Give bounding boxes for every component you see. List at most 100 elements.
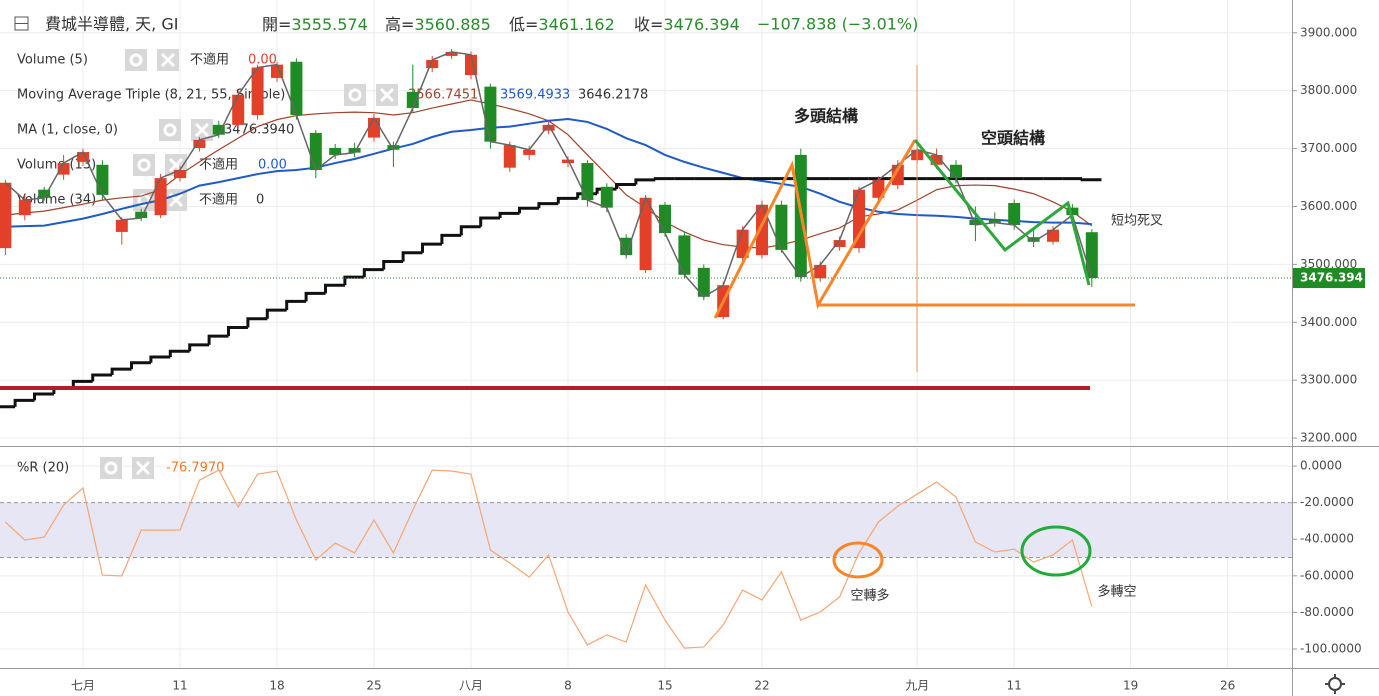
candle-body: [232, 94, 245, 125]
ma-step: [168, 349, 190, 357]
candle-body: [503, 145, 516, 168]
candle-body: [0, 182, 12, 249]
legend-value: 3566.7451: [408, 88, 478, 103]
label: 收=: [634, 15, 663, 34]
value: 3461.162: [538, 15, 614, 34]
legend-name[interactable]: Moving Average Triple (8, 21, 55, Simple…: [17, 88, 285, 103]
candle-body: [678, 235, 691, 275]
annotation[interactable]: 多頭結構: [794, 107, 858, 126]
legend-name[interactable]: MA (1, close, 0): [17, 123, 118, 138]
settings-button[interactable]: [133, 154, 155, 176]
x-tick-label: 七月: [71, 679, 95, 693]
candle-body: [445, 51, 458, 56]
ma-step: [33, 392, 54, 401]
symbol-title[interactable]: 費城半導體, 天, GI: [45, 15, 178, 34]
annotation[interactable]: 短均死叉: [1111, 214, 1163, 229]
candle-body: [271, 64, 283, 78]
gear-icon: [163, 123, 177, 137]
candle-body: [406, 91, 419, 109]
legend-value: 0: [256, 193, 264, 208]
settings-button[interactable]: [159, 119, 181, 141]
gear-icon: [104, 461, 118, 475]
legend-buttons: [344, 84, 398, 106]
settings-button[interactable]: [344, 84, 366, 106]
label: 開=: [262, 15, 291, 34]
candle-body: [523, 149, 536, 155]
ohlc-close: 收=3476.394: [634, 15, 740, 34]
settings-button[interactable]: [125, 49, 147, 71]
candle-body: [639, 197, 652, 271]
y-tick-label: 3200.000: [1300, 431, 1357, 445]
ma-step: [518, 206, 539, 214]
legend-value: -76.7970: [166, 461, 224, 476]
axis-layer: 3200.000 3300.000 3400.000 3500.000 3600.000…: [71, 25, 1365, 693]
candle-body: [1027, 237, 1040, 242]
legend-name[interactable]: Volume (13): [17, 158, 96, 173]
settings-icon[interactable]: [1328, 677, 1342, 691]
y-tick-label: 0.0000: [1300, 459, 1342, 473]
candle-body: [950, 164, 962, 179]
y-tick-label: -40.0000: [1300, 532, 1354, 546]
candle-body: [309, 132, 322, 170]
ma-step: [421, 242, 442, 253]
candle-body: [1047, 229, 1059, 242]
annotation[interactable]: 空轉多: [850, 588, 889, 604]
candle-body: [620, 237, 633, 256]
ma-step: [149, 355, 171, 363]
circle-drawing[interactable]: [832, 541, 884, 579]
legend-name[interactable]: Volume (34): [17, 193, 96, 208]
candle-body: [426, 60, 439, 69]
settings-icon-teeth: [1325, 674, 1345, 694]
ma-step: [498, 211, 520, 219]
ma-step: [304, 291, 326, 302]
legend-name[interactable]: %R (20): [17, 461, 69, 476]
label: 低=: [509, 15, 538, 34]
ma-step: [188, 343, 210, 352]
legend-value: 3646.2178: [578, 88, 648, 103]
ohlc-high: 高=3560.885: [385, 15, 491, 34]
ma-step: [324, 283, 345, 294]
x-tick-label: 26: [1220, 679, 1235, 693]
circle-drawing[interactable]: [1020, 525, 1092, 577]
ma-step: [265, 308, 287, 319]
legend-value: 0.00: [248, 53, 277, 68]
candle-body: [659, 204, 671, 234]
label: 高=: [385, 15, 414, 34]
legend-value: 3476.3940: [224, 123, 294, 138]
y-tick-label: 3400.000: [1300, 315, 1357, 329]
header: 費城半導體, 天, GI 開=3555.574 高=3560.885 低=346…: [14, 15, 918, 34]
candle-body: [1008, 203, 1021, 225]
legend-status: 不適用: [199, 192, 238, 208]
candle-body: [988, 219, 1001, 223]
gear-icon: [137, 158, 151, 172]
legend-status: 不適用: [199, 157, 238, 173]
candle-body: [18, 200, 31, 216]
ma-step: [130, 361, 151, 370]
value: 3555.574: [291, 15, 367, 34]
trend-drawing[interactable]: [913, 139, 1091, 286]
x-icon: [135, 460, 151, 476]
candle-body: [368, 117, 380, 138]
candle-body: [174, 170, 186, 179]
candle-body: [1066, 207, 1079, 216]
value: 3476.394: [663, 15, 739, 34]
ma-step: [71, 379, 93, 388]
trend-drawing[interactable]: [713, 139, 917, 319]
candle-body: [77, 152, 89, 162]
legend-value: 0.00: [258, 158, 287, 173]
candle-body: [872, 179, 885, 198]
y-tick-label: 3800.000: [1300, 83, 1357, 97]
close-line: [4, 51, 1093, 298]
annotation[interactable]: 多轉空: [1097, 584, 1136, 600]
candle-body: [212, 124, 225, 135]
ma-step: [246, 317, 268, 328]
settings-button[interactable]: [100, 457, 122, 479]
legend-name[interactable]: Volume (5): [17, 53, 88, 68]
annotation[interactable]: 空頭結構: [981, 129, 1045, 148]
candle-body: [387, 145, 400, 150]
legend-area: 費城半導體, 天, GI 開=3555.574 高=3560.885 低=346…: [14, 15, 918, 479]
candle-body: [891, 164, 904, 186]
change: −107.838 (−3.01%): [757, 15, 918, 34]
ohlc-low: 低=3461.162: [509, 15, 615, 34]
